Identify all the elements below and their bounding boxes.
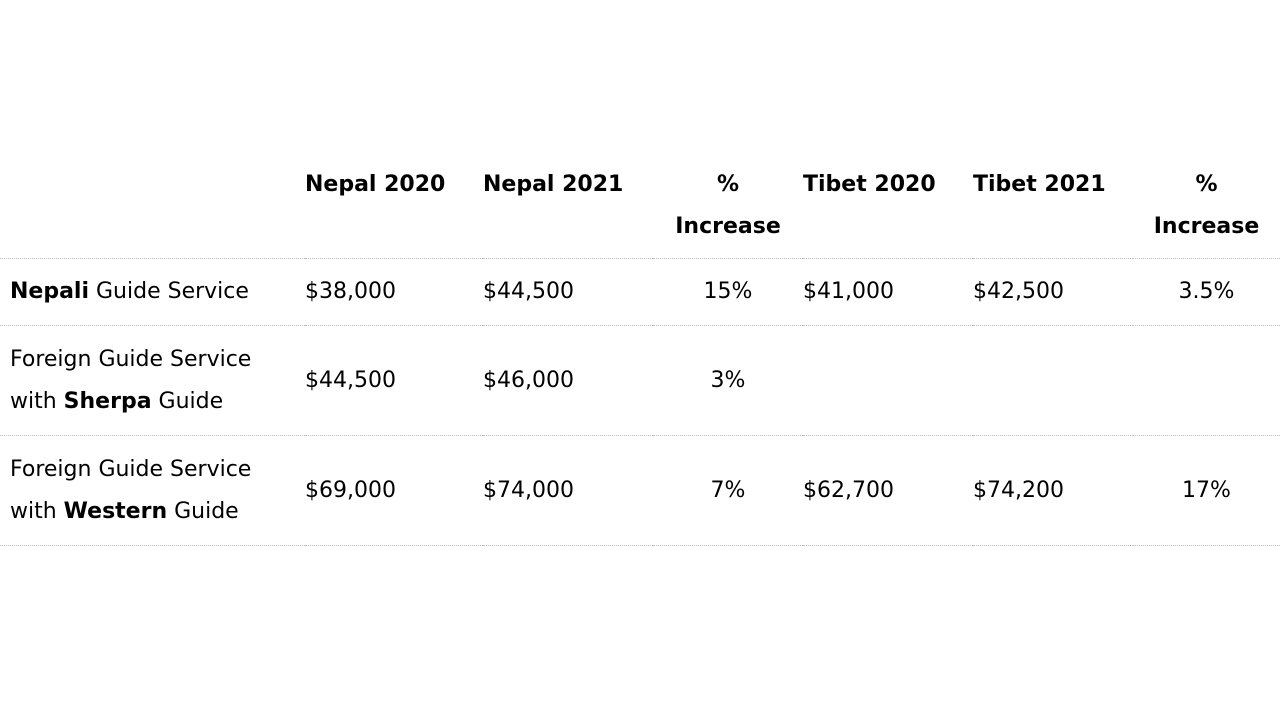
row-label: Nepali Guide Service: [0, 258, 305, 326]
row-label-line2: with Sherpa Guide: [10, 381, 305, 423]
cell-tibet-2020: $41,000: [803, 258, 973, 326]
header-tibet-pct-word: Increase: [1153, 214, 1260, 239]
row-label-bold: Sherpa: [63, 388, 152, 414]
cell-nepal-2021: $74,000: [483, 435, 653, 546]
row-label-pre: with: [10, 388, 64, 414]
header-nepal-2021: Nepal 2021: [483, 172, 624, 197]
header-nepal-pct-word: Increase: [675, 214, 781, 239]
guide-service-cost-table: Nepal 2020 Nepal 2021 % Increase Tibet 2…: [0, 160, 1280, 546]
table-row-western-guide: Foreign Guide Service with Western Guide…: [0, 435, 1280, 546]
header-empty: [0, 160, 305, 259]
header-row: Nepal 2020 Nepal 2021 % Increase Tibet 2…: [0, 160, 1280, 259]
row-label-bold: Nepali: [10, 279, 90, 304]
row-label-line1: Foreign Guide Service: [10, 456, 252, 482]
cell-tibet-2020: $62,700: [803, 435, 973, 546]
row-label-line: Nepali Guide Service: [10, 271, 305, 313]
cell-nepal-2020: $44,500: [305, 325, 483, 436]
cell-nepal-pct: 7%: [653, 435, 803, 546]
row-label-line1: Foreign Guide Service: [10, 346, 252, 372]
cell-nepal-2021: $44,500: [483, 258, 653, 326]
row-label: Foreign Guide Service with Sherpa Guide: [0, 325, 305, 436]
cell-tibet-2020: [803, 325, 973, 436]
row-label-bold: Western: [63, 498, 168, 524]
cell-tibet-2021: $74,200: [973, 435, 1133, 546]
header-nepal-pct-increase: % Increase: [653, 160, 803, 259]
header-tibet-pct-symbol: %: [1195, 172, 1218, 197]
header-nepal-2020: Nepal 2020: [305, 172, 446, 197]
cell-tibet-pct: 3.5%: [1133, 258, 1280, 326]
cell-nepal-pct: 3%: [653, 325, 803, 436]
row-label-pre: with: [10, 498, 64, 524]
header-tibet-pct-increase: % Increase: [1133, 160, 1280, 259]
header-nepal-pct-symbol: %: [716, 172, 740, 197]
row-label-line2: with Western Guide: [10, 491, 305, 533]
cell-tibet-2021: [973, 325, 1133, 436]
cell-nepal-2021: $46,000: [483, 325, 653, 436]
table-row-sherpa-guide: Foreign Guide Service with Sherpa Guide …: [0, 325, 1280, 436]
cell-tibet-pct: [1133, 325, 1280, 436]
header-tibet-2021: Tibet 2021: [973, 172, 1106, 197]
table-row-nepali-guide: Nepali Guide Service $38,000 $44,500 15%…: [0, 258, 1280, 326]
cell-tibet-2021: $42,500: [973, 258, 1133, 326]
row-label: Foreign Guide Service with Western Guide: [0, 435, 305, 546]
row-label-post: Guide: [167, 498, 239, 524]
cell-nepal-2020: $69,000: [305, 435, 483, 546]
header-tibet-2020: Tibet 2020: [803, 172, 936, 197]
cell-nepal-2020: $38,000: [305, 258, 483, 326]
cell-nepal-pct: 15%: [653, 258, 803, 326]
row-label-post: Guide: [151, 388, 224, 414]
cell-tibet-pct: 17%: [1133, 435, 1280, 546]
row-label-rest: Guide Service: [89, 279, 249, 304]
